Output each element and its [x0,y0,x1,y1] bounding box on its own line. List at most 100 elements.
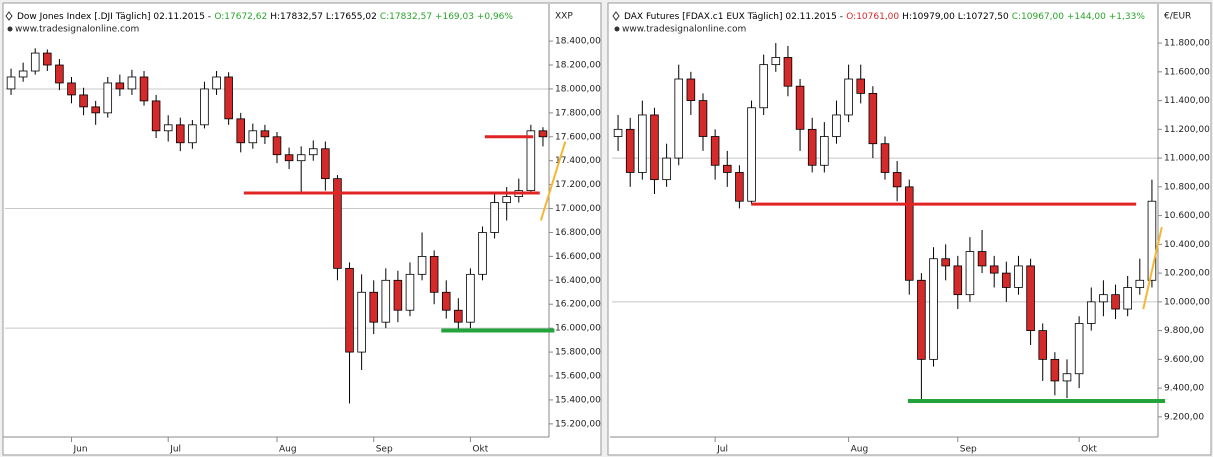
candle-body [6,76,16,90]
candle-body [333,178,342,269]
trend-line [539,141,567,221]
candle-body [91,106,100,114]
y-tick-label: 18.400,00 [555,37,601,47]
x-tick-label: Sep [376,445,393,455]
header-part: DAX Futures [FDAX.c1 EUX Täglich] 02.11.… [624,12,843,22]
candle-body [965,251,975,296]
source-icon [7,26,13,32]
header-icon [5,11,13,21]
candle-body [308,148,318,156]
unit-label: XXP [555,12,573,22]
candle-body [977,251,987,267]
y-tick-label: 11.800,00 [1164,39,1210,49]
candle-body [478,232,487,275]
candle-body [284,154,294,162]
candle-body [1050,358,1060,382]
candle-body [176,124,185,144]
y-tick-label: 9.600,00 [1164,355,1204,365]
header-part: O:17672,62 [214,12,267,22]
candle-body [807,128,817,166]
y-tick-label: 10.000,00 [1164,297,1210,307]
candle-body [393,279,403,311]
candle-body [1038,330,1048,360]
y-tick-label: 17.800,00 [555,108,601,118]
x-tick-label: Jul [169,445,181,455]
candle-body [381,279,391,323]
source-icon [614,26,620,32]
y-tick-label: 11.200,00 [1164,125,1210,135]
candle-body [638,114,647,173]
candle-body [502,196,511,203]
candle-body [1111,294,1120,310]
header-part: H:17832,57 L:17655,02 [270,12,377,22]
x-tick-label: Aug [851,445,869,455]
header-part: Dow Jones Index [.DJI Täglich] 02.11.201… [17,12,211,22]
candle-body [139,76,149,102]
x-tick-label: Jul [716,445,728,455]
panel-left [2,2,602,456]
candle-body [18,70,28,78]
chart-header: Dow Jones Index [.DJI Täglich] 02.11.201… [17,12,513,22]
candle-body [272,136,282,156]
y-tick-label: 11.400,00 [1164,96,1210,106]
y-tick-label: 17.600,00 [555,132,601,142]
candle-body [613,128,623,137]
candle-body [771,57,781,66]
candle-body [783,57,793,87]
y-tick-label: 16.400,00 [555,276,601,286]
x-tick-label: Okt [1081,445,1097,455]
y-tick-label: 10.800,00 [1164,182,1210,192]
y-tick-label: 10.200,00 [1164,269,1210,279]
header-icon [612,11,620,21]
candle-body [625,128,635,173]
candle-body [466,273,475,323]
source-label: www.tradesignalonline.com [15,25,139,35]
y-tick-label: 15.800,00 [555,348,601,358]
candle-body [490,202,499,233]
y-tick-label: 15.200,00 [555,419,601,429]
x-tick-label: Sep [960,445,977,455]
candle-body [248,130,258,144]
candle-body [1002,272,1011,288]
candle-body [1026,265,1035,332]
y-tick-label: 16.200,00 [555,300,601,310]
y-tick-label: 15.400,00 [555,395,601,405]
candle-body [429,255,439,293]
candle-body [880,143,890,173]
candle-body [953,265,963,296]
candle-body [30,52,40,72]
candle-body [127,76,137,90]
candle-body [710,136,720,166]
candle-body [405,273,415,311]
candle-body [989,265,999,274]
y-tick-label: 15.600,00 [555,372,601,382]
y-tick-label: 16.000,00 [555,324,601,334]
x-tick-label: Aug [279,445,297,455]
candle-body [868,92,878,145]
y-tick-label: 16.600,00 [555,252,601,262]
y-tick-label: 18.000,00 [555,84,601,94]
candle-body [844,78,853,116]
candle-body [526,130,536,192]
candle-body [650,114,659,181]
y-tick-label: 10.600,00 [1164,211,1210,221]
candle-body [1074,323,1084,375]
header-part: O:10761,00 [846,12,899,22]
candle-body [188,124,197,144]
y-tick-label: 9.200,00 [1164,412,1204,422]
header-part: C:10967,00 +144,00 +1,33% [1012,12,1146,22]
candle-body [79,94,88,108]
chart-header: DAX Futures [FDAX.c1 EUX Täglich] 02.11.… [624,12,1145,22]
candle-body [67,82,76,96]
candle-body [236,118,246,144]
candle-body [917,279,926,360]
candle-body [1147,200,1157,281]
candle-body [686,78,696,101]
candle-body [1099,294,1108,303]
y-tick-label: 18.200,00 [555,61,601,71]
candle-body [369,291,378,323]
y-tick-label: 10.400,00 [1164,240,1210,250]
candle-body [200,88,209,126]
y-tick-label: 9.400,00 [1164,384,1204,394]
x-tick-label: Okt [472,445,488,455]
